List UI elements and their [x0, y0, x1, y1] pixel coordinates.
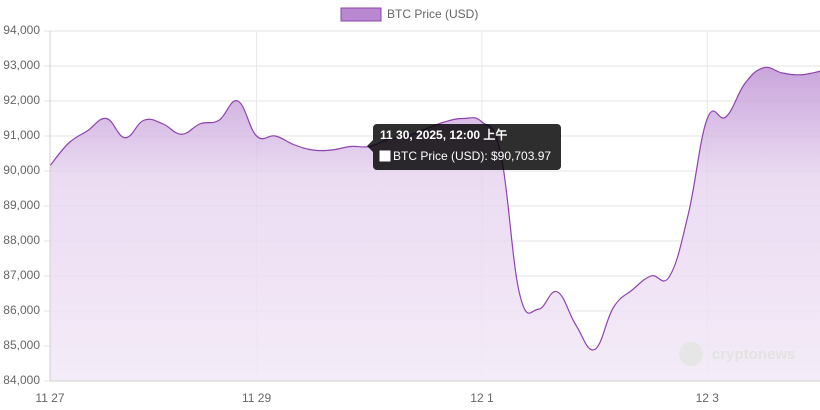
watermark: cryptonews	[712, 346, 795, 363]
legend-swatch	[340, 7, 382, 22]
legend-label: BTC Price (USD)	[387, 7, 478, 21]
x-tick-label: 12 3	[696, 391, 720, 405]
y-tick-label: 84,000	[3, 373, 40, 387]
tooltip-swatch	[379, 150, 391, 162]
y-tick-label: 89,000	[3, 198, 40, 212]
y-tick-label: 88,000	[3, 233, 40, 247]
tooltip-body: BTC Price (USD): $90,703.97	[393, 149, 551, 163]
y-tick-label: 87,000	[3, 268, 40, 282]
x-tick-label: 12 1	[470, 391, 494, 405]
y-tick-label: 85,000	[3, 338, 40, 352]
y-tick-label: 94,000	[3, 23, 40, 37]
line	[49, 66, 820, 351]
y-tick-label: 93,000	[3, 58, 40, 72]
y-tick-label: 92,000	[3, 93, 40, 107]
y-tick-label: 90,000	[3, 163, 40, 177]
y-tick-label: 91,000	[3, 128, 40, 142]
y-tick-label: 86,000	[3, 303, 40, 317]
x-tick-label: 11 27	[35, 391, 64, 405]
watermark-logo	[679, 342, 703, 366]
tooltip: 11 30, 2025, 12:00 上午 BTC Price (USD): $…	[367, 124, 561, 170]
x-tick-label: 11 29	[242, 391, 271, 405]
tooltip-title: 11 30, 2025, 12:00 上午	[380, 127, 507, 142]
tooltip-box	[367, 124, 561, 170]
area	[50, 67, 820, 382]
legend[interactable]: BTC Price (USD)	[340, 7, 478, 22]
